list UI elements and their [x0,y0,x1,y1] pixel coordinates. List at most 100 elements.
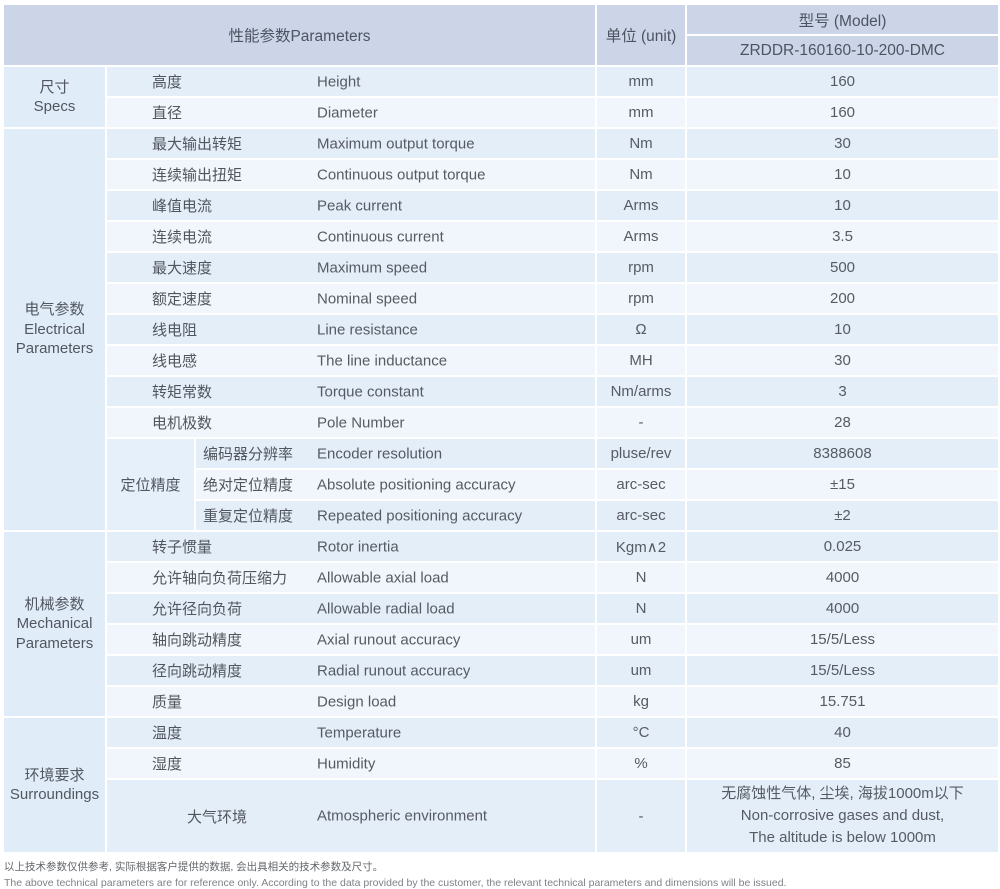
table-row: 电气参数 Electrical Parameters 最大输出转矩 Maximu… [2,127,1000,532]
table-row: 连续电流 Continuous current Arms 3.5 [3,220,1000,253]
group-label-cn: 环境要求 [24,766,85,784]
table-row: 尺寸 Specs 高度 Height mm 160 [2,65,1000,129]
value-cell: 无腐蚀性气体, 尘埃, 海拔1000m以下 Non-corrosive gase… [685,778,1000,854]
table-row: 转矩常数 Torque constant Nm/arms 3 [3,375,1000,408]
value-cell: 500 [685,251,1000,284]
unit-cell: Arms [595,220,687,253]
unit-cell: N [595,561,687,594]
unit-cell: N [595,592,687,625]
unit-cell: mm [595,65,687,98]
param-cn: 电机极数 [152,415,213,432]
param-name-cell: 转子惯量 Rotor inertia [105,530,597,563]
group-cell-mechanical: 机械参数 Mechanical Parameters [2,530,107,718]
param-cn: 大气环境 [187,808,248,826]
table-row: 径向跳动精度 Radial runout accuracy um 15/5/Le… [3,654,1000,687]
param-name-cell: 最大速度 Maximum speed [105,251,597,284]
group-label-cn: 机械参数 [24,595,85,613]
param-name-cell: 温度 Temperature [105,716,597,749]
param-en: Nominal speed [317,290,418,307]
param-en: Humidity [317,755,376,772]
param-cn: 质量 [152,694,183,711]
param-en: Rotor inertia [317,538,399,555]
group-label-en: Surroundings [9,786,100,803]
param-en: Maximum output torque [317,135,475,152]
value-cell: 160 [685,96,1000,129]
value-cell: 3.5 [685,220,1000,253]
unit-cell: pluse/rev [595,437,687,470]
value-cell: 85 [685,747,1000,780]
unit-cell: Nm/arms [595,375,687,408]
param-name-cell: 绝对定位精度 Absolute positioning accuracy [194,468,597,501]
table-row: 电机极数 Pole Number - 28 [3,406,1000,439]
table-row: 峰值电流 Peak current Arms 10 [3,189,1000,222]
value-cell: 8388608 [685,437,1000,470]
param-cn: 湿度 [152,756,183,773]
param-name-cell: 电机极数 Pole Number [105,406,597,439]
group-label-en: Mechanical Parameters [15,615,94,652]
param-en: Continuous output torque [317,166,486,183]
value-cell: 30 [685,344,1000,377]
table-row: 允许径向负荷 Allowable radial load N 4000 [3,592,1000,625]
param-cn: 峰值电流 [152,198,213,215]
model-header-cell: 型号 (Model) [685,3,1000,36]
param-en: Encoder resolution [317,445,443,462]
param-en: Continuous current [317,228,444,245]
group-cell-specs: 尺寸 Specs [2,65,107,129]
param-name-cell: 编码器分辨率 Encoder resolution [194,437,597,470]
unit-cell: - [595,406,687,439]
param-cn: 高度 [152,74,183,91]
param-name-cell: 允许径向负荷 Allowable radial load [105,592,597,625]
param-en: Maximum speed [317,259,428,276]
table-row: 绝对定位精度 Absolute positioning accuracy arc… [3,468,1000,501]
value-cell: 15/5/Less [685,654,1000,687]
group-label-en: Electrical Parameters [15,320,94,358]
param-name-cell: 线电感 The line inductance [105,344,597,377]
param-cn: 径向跳动精度 [152,663,243,680]
value-cell: 10 [685,313,1000,346]
param-name-cell: 连续输出扭矩 Continuous output torque [105,158,597,191]
unit-cell: Kgm∧2 [595,530,687,563]
value-line: Non-corrosive gases and dust, [740,807,945,825]
value-line: 无腐蚀性气体, 尘埃, 海拔1000m以下 [721,785,964,803]
param-en: Axial runout accuracy [317,631,461,648]
subgroup-cell-positioning-accuracy: 定位精度 [105,437,196,532]
param-en: Repeated positioning accuracy [317,507,523,524]
table-row: 环境要求 Surroundings 温度 Temperature °C 40 [2,716,1000,854]
param-en: Temperature [317,724,402,741]
param-name-cell: 径向跳动精度 Radial runout accuracy [105,654,597,687]
param-cn: 额定速度 [152,291,213,308]
param-name-cell: 允许轴向负荷压缩力 Allowable axial load [105,561,597,594]
param-en: Diameter [317,104,378,121]
param-name-cell: 连续电流 Continuous current [105,220,597,253]
unit-header-cell: 单位 (unit) [595,3,687,67]
unit-cell: Nm [595,158,687,191]
param-en: Design load [317,693,397,710]
group-cell-electrical: 电气参数 Electrical Parameters [2,127,107,532]
spec-table: 性能参数Parameters 单位 (unit) 型号 (Model) ZRDD… [2,3,1000,854]
param-cn: 绝对定位精度 [203,477,294,494]
value-cell: 15/5/Less [685,623,1000,656]
table-row: 重复定位精度 Repeated positioning accuracy arc… [3,499,1000,532]
param-en: Radial runout accuracy [317,662,471,679]
value-cell: 28 [685,406,1000,439]
param-name-cell: 高度 Height [105,65,597,98]
param-name-cell: 轴向跳动精度 Axial runout accuracy [105,623,597,656]
param-name-cell: 额定速度 Nominal speed [105,282,597,315]
param-name-cell: 转矩常数 Torque constant [105,375,597,408]
unit-cell: um [595,654,687,687]
table-row: 最大速度 Maximum speed rpm 500 [3,251,1000,284]
footnote-cn: 以上技术参数仅供参考, 实际根据客户提供的数据, 会出具相关的技术参数及尺寸。 [4,861,384,873]
value-cell: 40 [685,716,1000,749]
param-cn: 转矩常数 [152,384,213,401]
unit-cell: rpm [595,282,687,315]
unit-cell: arc-sec [595,468,687,501]
param-cn: 直径 [152,105,183,122]
value-cell: 15.751 [685,685,1000,718]
value-cell: ±15 [685,468,1000,501]
param-name-cell: 重复定位精度 Repeated positioning accuracy [194,499,597,532]
param-cn: 连续输出扭矩 [152,167,243,184]
unit-cell: - [595,778,687,854]
unit-cell: MH [595,344,687,377]
param-name-cell: 最大输出转矩 Maximum output torque [105,127,597,160]
value-line: The altitude is below 1000m [749,828,936,846]
